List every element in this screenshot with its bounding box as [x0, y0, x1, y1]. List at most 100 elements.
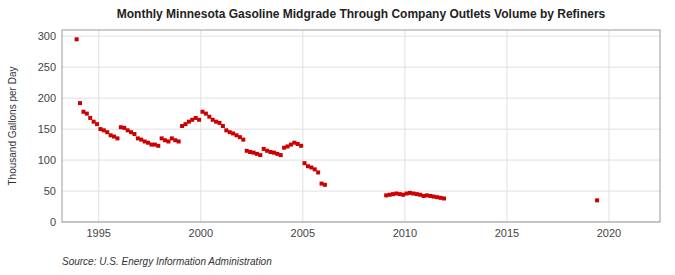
point: [394, 192, 398, 196]
point: [296, 142, 300, 146]
point: [92, 120, 96, 124]
point: [132, 132, 136, 136]
point: [95, 122, 99, 126]
point: [163, 138, 167, 142]
point: [139, 138, 143, 142]
y-tick-label: 0: [50, 216, 56, 228]
x-tick-label: 2015: [495, 227, 519, 239]
point: [180, 124, 184, 128]
point: [194, 116, 198, 120]
point: [224, 128, 228, 132]
point: [170, 136, 174, 140]
point: [156, 144, 160, 148]
point: [245, 149, 249, 153]
point: [255, 152, 259, 156]
point: [313, 167, 317, 171]
point: [252, 151, 256, 155]
point: [153, 143, 157, 147]
point: [286, 144, 290, 148]
x-tick-label: 2000: [189, 227, 213, 239]
y-grid-line: [62, 160, 660, 161]
y-tick-label: 100: [38, 154, 56, 166]
point: [119, 125, 123, 129]
point: [160, 136, 164, 140]
point: [85, 112, 89, 116]
point: [173, 138, 177, 142]
chart: 1995 2000 2005 2010 2015 2020 0 50 100 150 200 250 3…: [0, 0, 675, 275]
point: [211, 118, 215, 122]
y-tick-label: 250: [38, 61, 56, 73]
point: [112, 135, 116, 139]
plot-area: [62, 30, 660, 222]
point: [418, 193, 422, 197]
y-grid-line: [62, 129, 660, 130]
point: [221, 124, 225, 128]
point: [405, 192, 409, 196]
point: [102, 128, 106, 132]
y-grid-line: [62, 191, 660, 192]
point: [316, 170, 320, 174]
plot-frame: [62, 30, 660, 222]
y-tick-label: 200: [38, 92, 56, 104]
points: [75, 37, 599, 202]
point: [262, 147, 266, 151]
point: [415, 192, 419, 196]
title: Monthly Minnesota Gasoline Midgrade Thro…: [117, 7, 606, 21]
point: [197, 118, 201, 122]
point: [435, 195, 439, 199]
x-grid-line: [608, 30, 609, 222]
point: [306, 164, 310, 168]
x-tick-label: 2020: [597, 227, 621, 239]
point: [149, 143, 153, 147]
point: [143, 139, 147, 143]
x-tick-label: 2010: [393, 227, 417, 239]
y-grid-line: [62, 36, 660, 37]
point: [214, 120, 218, 124]
point: [439, 196, 443, 200]
point: [98, 127, 102, 131]
point: [81, 110, 85, 114]
point: [183, 122, 187, 126]
point: [122, 126, 126, 130]
x-grid-line: [200, 30, 201, 222]
y-tick-label: 50: [44, 185, 56, 197]
point: [428, 194, 432, 198]
point: [303, 161, 307, 165]
point: [78, 101, 82, 105]
point: [384, 193, 388, 197]
point: [272, 151, 276, 155]
point: [204, 112, 208, 116]
point: [595, 198, 599, 202]
y-grid-line: [62, 67, 660, 68]
x-tick-label: 2005: [291, 227, 315, 239]
ticks: 1995 2000 2005 2010 2015 2020 0 50 100 150 200 250 3…: [38, 30, 622, 239]
y-tick-label: 300: [38, 30, 56, 42]
point: [88, 116, 92, 120]
point: [235, 133, 239, 137]
x-grid-line: [506, 30, 507, 222]
point: [323, 183, 327, 187]
point: [190, 118, 194, 122]
point: [75, 37, 79, 41]
y-grid-line: [62, 98, 660, 99]
y-axis-label: Thousand Gallons per Day: [7, 67, 18, 186]
point: [177, 139, 181, 143]
point: [398, 192, 402, 196]
x-grid-line: [302, 30, 303, 222]
x-tick-label: 1995: [86, 227, 110, 239]
point: [279, 153, 283, 157]
point: [299, 144, 303, 148]
point: [115, 136, 119, 140]
point: [408, 191, 412, 195]
point: [109, 133, 113, 137]
point: [265, 149, 269, 153]
point: [129, 130, 133, 134]
point: [425, 193, 429, 197]
point: [282, 146, 286, 150]
y-tick-label: 150: [38, 123, 56, 135]
point: [231, 131, 235, 135]
source: Source: U.S. Energy Information Administ…: [62, 256, 272, 267]
grid: [62, 30, 660, 222]
point: [275, 152, 279, 156]
point: [442, 196, 446, 200]
